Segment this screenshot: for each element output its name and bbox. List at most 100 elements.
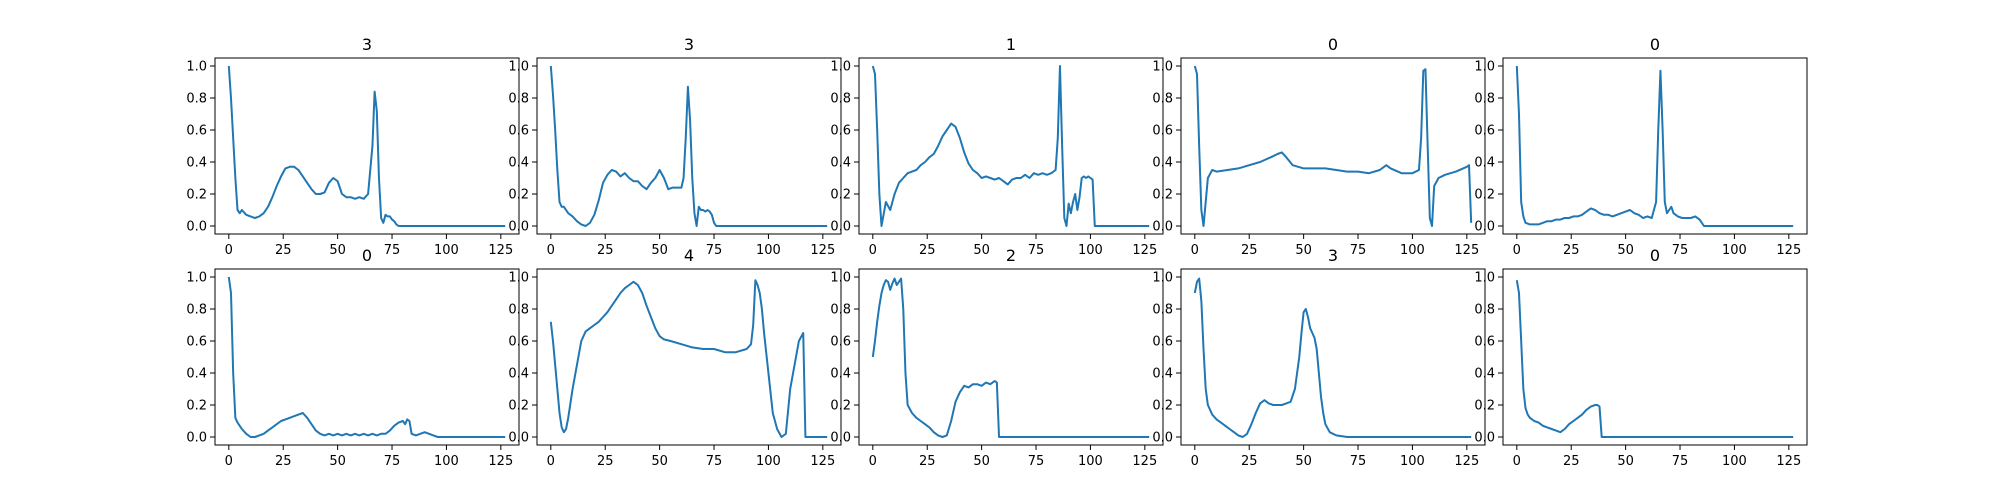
x-tick-label: 25 [275, 454, 292, 469]
y-tick-label: 0.8 [508, 92, 529, 107]
x-tick-label: 75 [1028, 243, 1045, 258]
x-tick-label: 75 [1028, 454, 1045, 469]
y-tick-label: 0.2 [1152, 188, 1173, 203]
y-tick-label: 1.0 [186, 60, 207, 75]
x-tick-label: 75 [1672, 454, 1689, 469]
series-line [549, 279, 828, 438]
y-tick-label: 0.0 [1152, 431, 1173, 446]
x-tick-label: 0 [1191, 243, 1199, 258]
x-tick-label: 100 [1078, 243, 1103, 258]
y-tick-label: 0.4 [1474, 367, 1495, 382]
y-tick-label: 0.4 [830, 156, 851, 171]
axes-frame [858, 268, 1164, 446]
y-tick-label: 1.0 [830, 60, 851, 75]
x-tick-label: 50 [329, 243, 346, 258]
x-tick-label: 75 [1350, 243, 1367, 258]
y-tick-label: 0.4 [508, 156, 529, 171]
x-tick-label: 100 [434, 454, 459, 469]
y-tick-label: 1.0 [1474, 271, 1495, 286]
axes-frame [1502, 57, 1808, 235]
x-tick-label: 125 [1454, 243, 1479, 258]
subplot: 0 25 50 75 100 125 0.0 0.2 0.4 0.6 0.8 1.0 0 [1474, 246, 1808, 469]
subplot-title: 0 [1650, 35, 1660, 54]
x-tick-label: 25 [919, 243, 936, 258]
y-tick-label: 0.2 [186, 399, 207, 414]
y-tick-label: 0.2 [508, 399, 529, 414]
y-tick-label: 0.8 [1474, 92, 1495, 107]
y-tick-label: 0.0 [830, 220, 851, 235]
subplot: 0 25 50 75 100 125 0.0 0.2 0.4 0.6 0.8 1.0 1 [830, 35, 1164, 258]
x-tick-label: 125 [488, 454, 513, 469]
x-tick-label: 0 [869, 243, 877, 258]
y-tick-label: 0.8 [186, 303, 207, 318]
y-tick-label: 1.0 [508, 60, 529, 75]
x-tick-label: 25 [1241, 243, 1258, 258]
y-tick-label: 0.2 [1152, 399, 1173, 414]
y-tick-label: 0.4 [830, 367, 851, 382]
y-tick-label: 0.0 [830, 431, 851, 446]
x-tick-label: 125 [1132, 454, 1157, 469]
y-tick-label: 0.6 [830, 335, 851, 350]
subplot: 0 25 50 75 100 125 0.0 0.2 0.4 0.6 0.8 1.0 3 [508, 35, 842, 258]
y-tick-label: 1.0 [1152, 271, 1173, 286]
y-tick-label: 0.0 [186, 431, 207, 446]
y-tick-label: 0.6 [186, 335, 207, 350]
y-tick-label: 0.6 [1474, 335, 1495, 350]
x-tick-label: 75 [1350, 454, 1367, 469]
y-tick-label: 0.6 [1152, 124, 1173, 139]
y-tick-label: 1.0 [186, 271, 207, 286]
x-tick-label: 25 [1241, 454, 1258, 469]
y-tick-label: 0.0 [1152, 220, 1173, 235]
y-tick-label: 1.0 [830, 271, 851, 286]
x-tick-label: 75 [1672, 243, 1689, 258]
x-tick-label: 75 [384, 454, 401, 469]
x-tick-label: 50 [1617, 454, 1634, 469]
y-tick-label: 1.0 [508, 271, 529, 286]
subplot: 0 25 50 75 100 125 0.0 0.2 0.4 0.6 0.8 1.0 3 [1152, 246, 1486, 469]
axes-frame [536, 268, 842, 446]
series-line [1515, 65, 1794, 227]
y-tick-label: 0.0 [508, 220, 529, 235]
x-tick-label: 100 [1078, 454, 1103, 469]
subplot: 0 25 50 75 100 125 0.0 0.2 0.4 0.6 0.8 1.0 3 [186, 35, 520, 258]
x-tick-label: 25 [597, 454, 614, 469]
y-tick-label: 0.2 [830, 188, 851, 203]
x-tick-label: 125 [1776, 243, 1801, 258]
y-tick-label: 0.0 [186, 220, 207, 235]
y-tick-label: 0.6 [186, 124, 207, 139]
y-tick-label: 0.8 [830, 303, 851, 318]
x-tick-label: 100 [756, 454, 781, 469]
y-tick-label: 0.2 [830, 399, 851, 414]
x-tick-label: 25 [275, 243, 292, 258]
y-tick-label: 0.0 [1474, 431, 1495, 446]
y-tick-label: 0.4 [1152, 367, 1173, 382]
series-line [227, 65, 506, 227]
x-tick-label: 125 [1776, 454, 1801, 469]
subplot: 0 25 50 75 100 125 0.0 0.2 0.4 0.6 0.8 1.0 0 [186, 246, 520, 469]
y-tick-label: 0.8 [1152, 92, 1173, 107]
x-tick-label: 100 [1400, 454, 1425, 469]
subplot-title: 4 [684, 246, 694, 265]
subplot: 0 25 50 75 100 125 0.0 0.2 0.4 0.6 0.8 1.0 0 [1152, 35, 1486, 258]
y-tick-label: 0.2 [186, 188, 207, 203]
x-tick-label: 125 [488, 243, 513, 258]
x-tick-label: 0 [1513, 454, 1521, 469]
x-tick-label: 0 [547, 454, 555, 469]
x-tick-label: 125 [810, 243, 835, 258]
y-tick-label: 0.0 [508, 431, 529, 446]
x-tick-label: 50 [651, 243, 668, 258]
series-line [227, 276, 506, 438]
x-tick-label: 0 [1513, 243, 1521, 258]
y-tick-label: 0.8 [1152, 303, 1173, 318]
x-tick-label: 0 [869, 454, 877, 469]
x-tick-label: 75 [706, 243, 723, 258]
y-tick-label: 0.4 [1152, 156, 1173, 171]
axes-frame [1180, 268, 1486, 446]
y-tick-label: 0.8 [1474, 303, 1495, 318]
x-tick-label: 25 [597, 243, 614, 258]
axes-frame [214, 268, 520, 446]
series-line [1193, 277, 1472, 438]
y-tick-label: 1.0 [1474, 60, 1495, 75]
x-tick-label: 0 [225, 454, 233, 469]
